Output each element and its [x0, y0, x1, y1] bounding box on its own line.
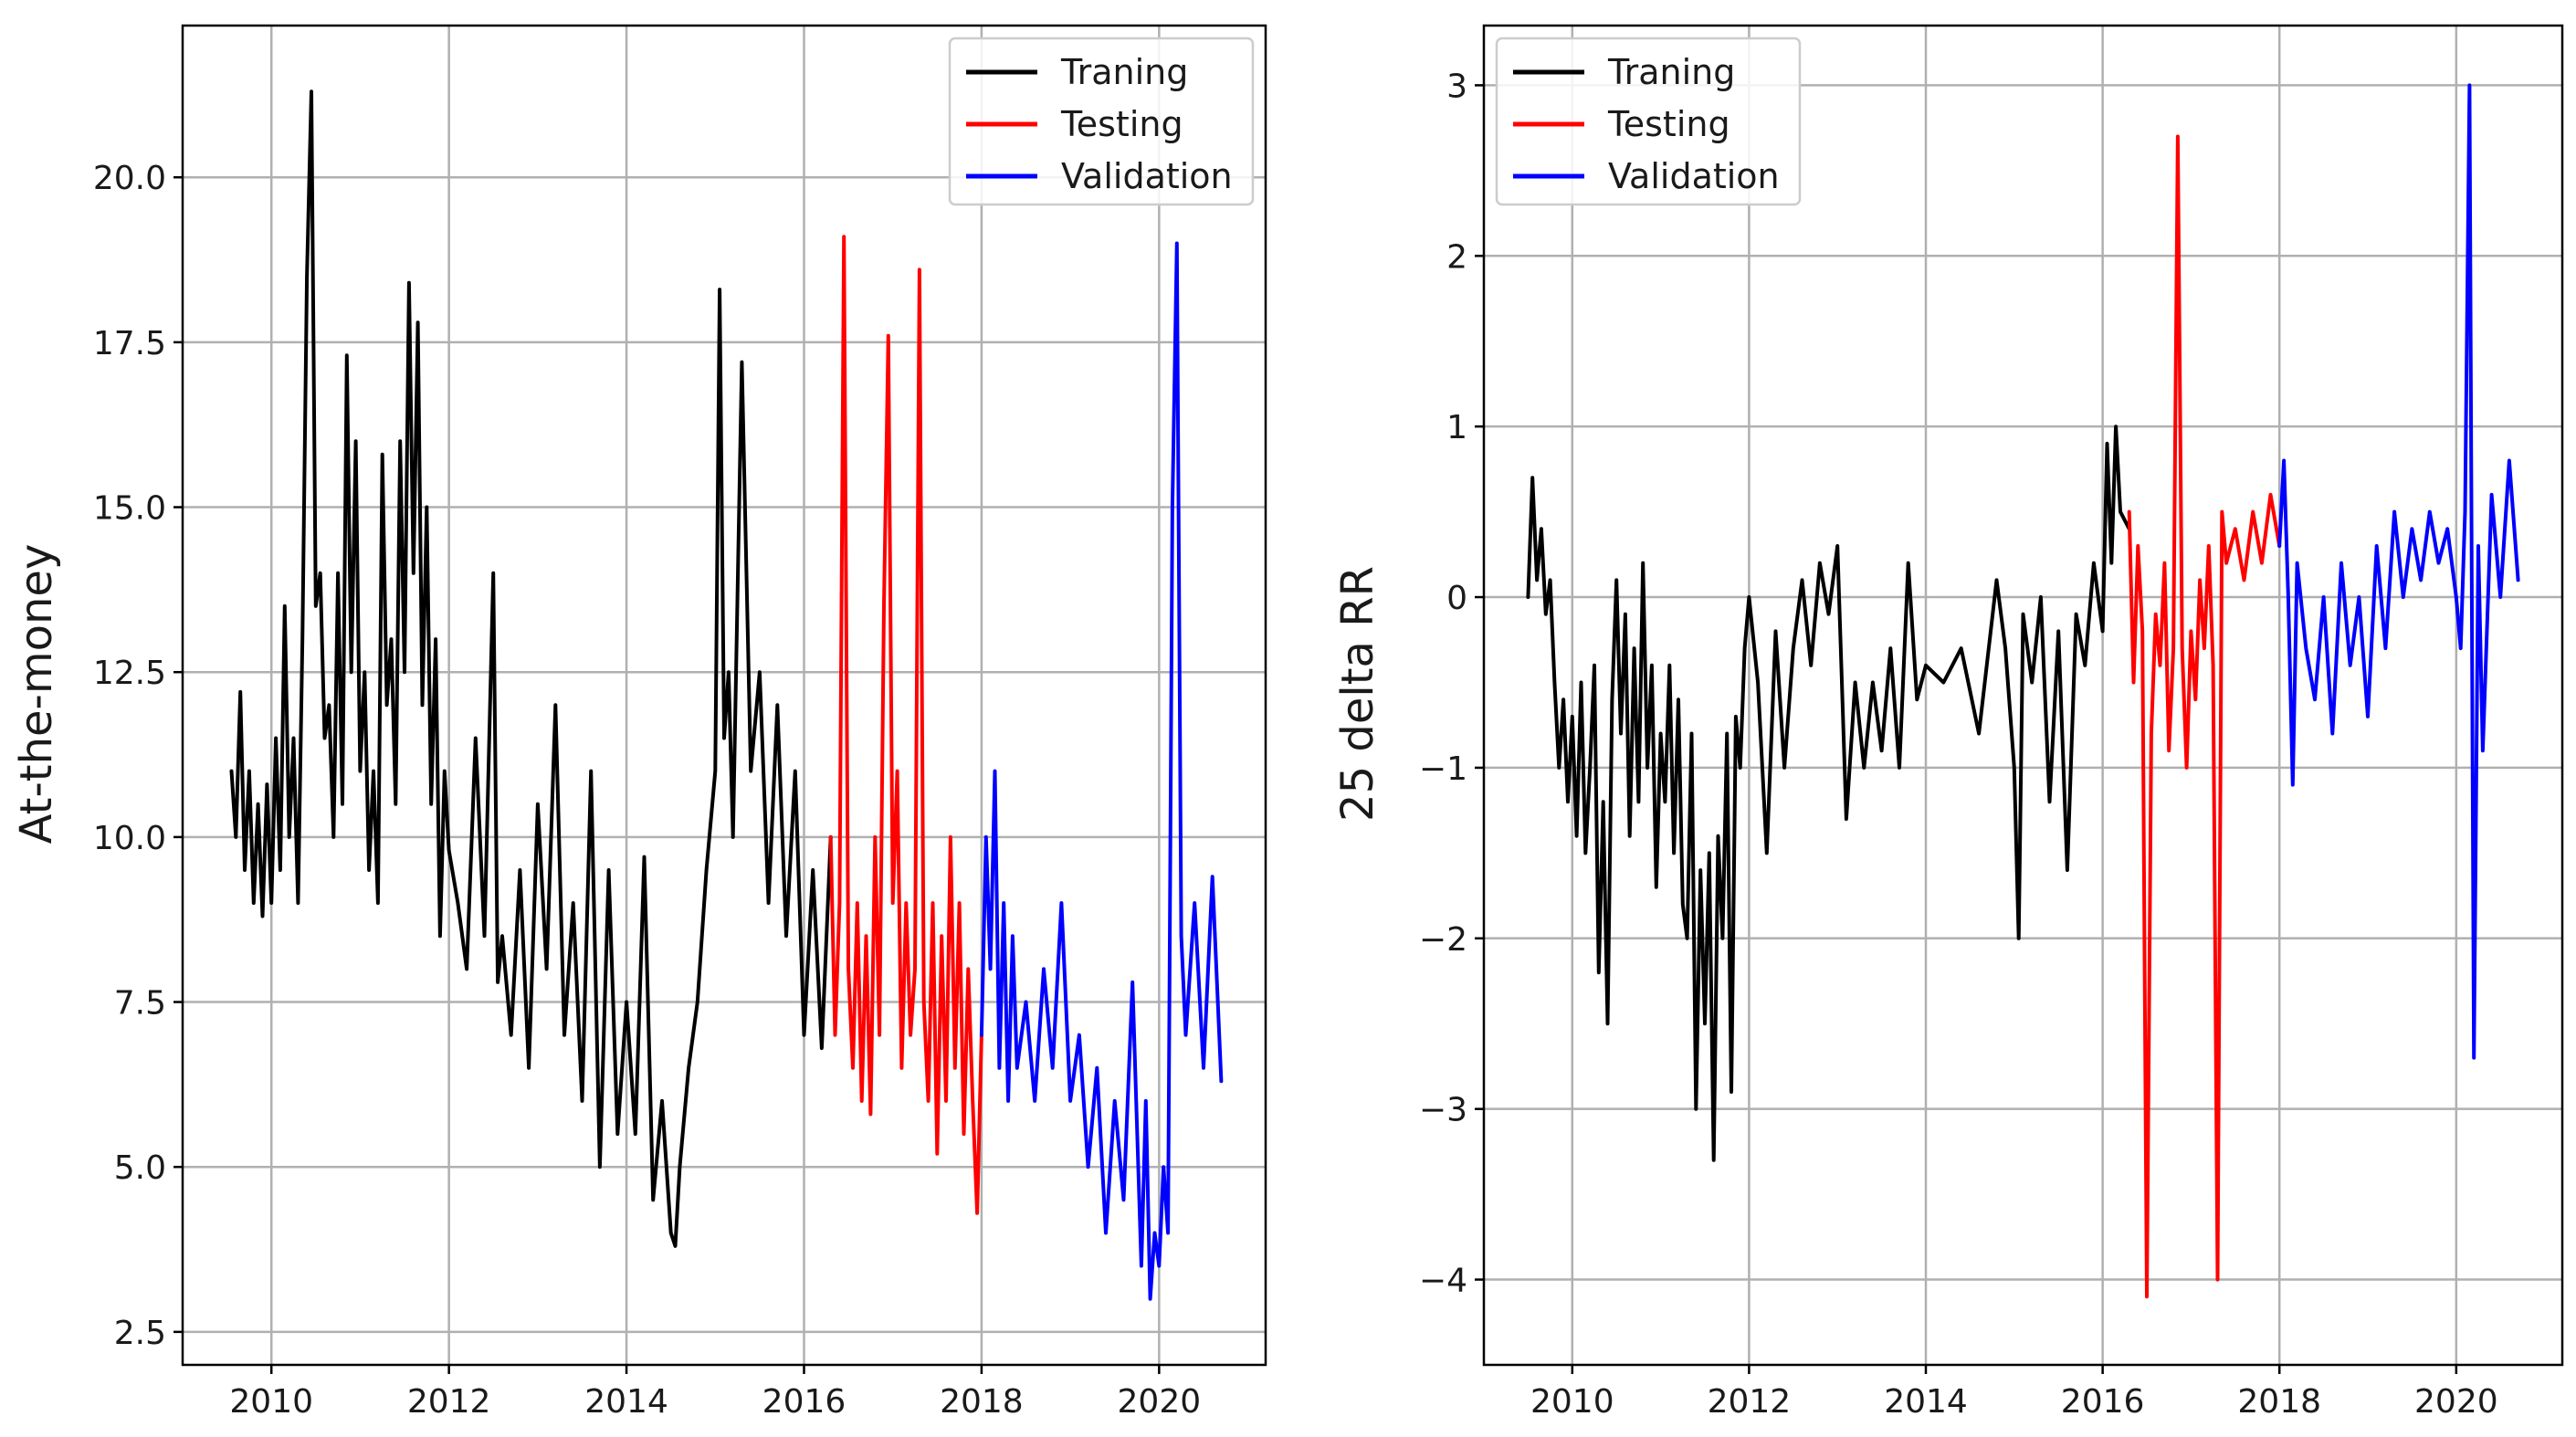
legend-label-testing: Testing [1607, 104, 1730, 144]
legend-box [948, 37, 1255, 206]
axes-frame [1482, 24, 2564, 1367]
y-tick-label: 7.5 [114, 985, 166, 1023]
x-tick-label: 2012 [1708, 1383, 1792, 1421]
y-tick-label: 20.0 [93, 160, 166, 197]
y-axis-label: At-the-money [11, 544, 62, 844]
series-group [229, 89, 1224, 1301]
y-tick-label: 12.5 [93, 655, 166, 692]
series-line-validation [2277, 83, 2520, 1060]
legend-box [1495, 37, 1802, 206]
x-tick-label: 2012 [407, 1383, 491, 1421]
rr-chart: 2010 2012 2014 2016 2018 2020 −4 −3 −2 −1 0 1 2 3 25 d… [1332, 24, 2564, 1421]
y-tick-label: −2 [1419, 921, 1467, 959]
y-tick-label: 2.5 [114, 1315, 166, 1352]
y-tick-label: 2 [1446, 238, 1467, 276]
axes-frame [181, 24, 1267, 1367]
x-tick-label: 2020 [2414, 1383, 2498, 1421]
legend: Traning Testing Validation [1495, 37, 1802, 206]
atm-chart: 2010 2012 2014 2016 2018 2020 2.5 5.0 7.5 10.0 12.… [11, 24, 1267, 1421]
y-tick-label: −4 [1419, 1263, 1467, 1300]
series-line-validation [979, 241, 1224, 1301]
y-tick-label: 17.5 [93, 325, 166, 362]
x-tick-label: 2010 [1530, 1383, 1614, 1421]
y-tick-label: 5.0 [114, 1149, 166, 1187]
y-tick-label: 10.0 [93, 820, 166, 857]
legend: Traning Testing Validation [948, 37, 1255, 206]
x-tick-label: 2014 [1884, 1383, 1968, 1421]
series-group [1526, 83, 2520, 1299]
legend-label-traning: Traning [1607, 52, 1735, 92]
x-tick-label: 2018 [2237, 1383, 2321, 1421]
y-tick-label: 15.0 [93, 490, 166, 528]
x-tick-label: 2016 [762, 1383, 846, 1421]
y-tick-label: 3 [1446, 68, 1467, 105]
y-axis-label: 25 delta RR [1332, 566, 1383, 822]
legend-label-traning: Traning [1060, 52, 1188, 92]
y-tick-label: −3 [1419, 1092, 1467, 1129]
x-tick-label: 2016 [2061, 1383, 2145, 1421]
y-tick-label: −1 [1419, 750, 1467, 788]
x-tick-label: 2010 [229, 1383, 313, 1421]
series-line-traning [1526, 425, 2131, 1162]
y-tick-label: 1 [1446, 409, 1467, 446]
legend-label-testing: Testing [1060, 104, 1183, 144]
x-tick-label: 2018 [940, 1383, 1024, 1421]
x-tick-label: 2014 [584, 1383, 668, 1421]
x-tick-label: 2020 [1118, 1383, 1202, 1421]
legend-label-validation: Validation [1608, 156, 1780, 196]
legend-label-validation: Validation [1061, 156, 1233, 196]
series-line-testing [2127, 134, 2282, 1299]
y-tick-label: 0 [1446, 580, 1467, 617]
series-line-testing [828, 235, 983, 1215]
series-line-traning [229, 89, 833, 1248]
